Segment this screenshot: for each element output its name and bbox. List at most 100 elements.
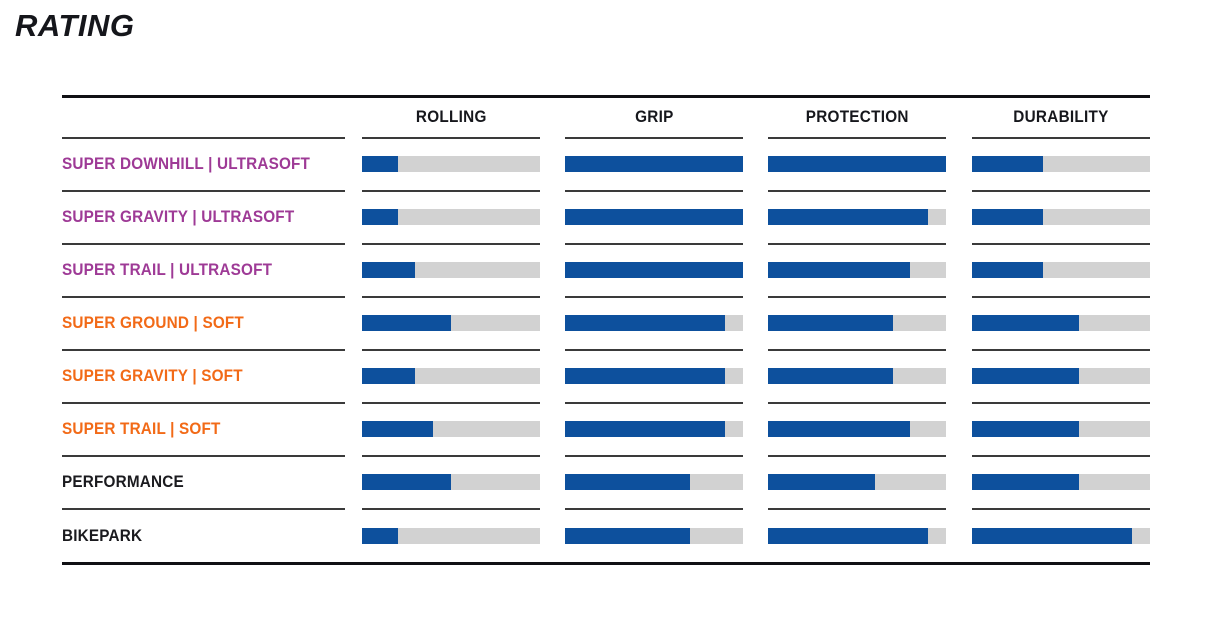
rating-bar-cell [362,243,540,298]
column-gap [946,244,972,297]
column-gap [345,98,362,138]
column-gap [345,403,362,456]
rating-bar-cell [768,402,946,457]
rating-bar-cell [972,137,1150,192]
column-header-grip: GRIP [565,97,743,139]
rating-bar-fill [972,261,1044,278]
column-gap [345,456,362,509]
rating-bar-fill [972,473,1079,490]
table-row: SUPER GROUND | SOFT [62,296,1150,351]
header-empty-cell [62,97,345,139]
rating-bar-fill [768,314,893,331]
column-gap [540,509,565,562]
column-gap [946,403,972,456]
column-gap [946,456,972,509]
row-label: PERFORMANCE [62,471,184,491]
rating-bar-cell [565,137,743,192]
column-gap [345,191,362,244]
table-row: SUPER TRAIL | ULTRASOFT [62,243,1150,298]
table-row: PERFORMANCE [62,455,1150,510]
rating-bar-cell [565,402,743,457]
column-gap [345,509,362,562]
rating-bar-cell [972,296,1150,351]
page-title: RATING [15,8,135,43]
column-gap [946,297,972,350]
rating-bar-cell [768,296,946,351]
column-gap [540,297,565,350]
rating-bar-cell [972,190,1150,245]
rating-bar-protection [768,420,946,437]
rating-bar-cell [362,455,540,510]
rating-bar-rolling [362,527,540,544]
column-gap [946,191,972,244]
rating-bar-fill [972,155,1044,172]
rating-bar-durability [972,420,1150,437]
column-header-label: ROLLING [415,107,487,126]
rating-bar-fill [565,420,726,437]
rating-bar-cell [565,296,743,351]
row-label: SUPER GRAVITY | SOFT [62,365,243,385]
column-gap [345,138,362,191]
column-gap [743,297,768,350]
rating-bar-fill [972,367,1079,384]
rating-bar-fill [972,527,1133,544]
rating-bar-rolling [362,473,540,490]
rating-bar-cell [972,402,1150,457]
rating-bar-rolling [362,314,540,331]
rating-bar-durability [972,473,1150,490]
rating-bar-cell [768,455,946,510]
column-gap [540,456,565,509]
rating-bar-fill [972,208,1044,225]
column-header-label: DURABILITY [1013,107,1109,126]
column-header-label: PROTECTION [805,107,909,126]
rating-bar-rolling [362,420,540,437]
rating-bar-fill [768,420,911,437]
rating-bar-fill [565,208,743,225]
rating-bar-cell [565,243,743,298]
rating-bar-protection [768,261,946,278]
column-gap [743,98,768,138]
rating-bar-rolling [362,261,540,278]
column-header-label: GRIP [634,107,674,126]
table-row: SUPER TRAIL | SOFT [62,402,1150,457]
rating-bar-protection [768,367,946,384]
rating-bar-durability [972,261,1150,278]
rating-bar-durability [972,527,1150,544]
rating-bar-fill [362,208,398,225]
rating-bar-fill [362,261,416,278]
rating-bar-fill [362,473,451,490]
column-gap [345,244,362,297]
rating-bar-fill [768,473,875,490]
rating-bar-fill [362,420,434,437]
rating-bar-fill [565,367,726,384]
row-label-cell: SUPER DOWNHILL | ULTRASOFT [62,137,345,192]
rating-bar-fill [768,208,929,225]
column-gap [540,138,565,191]
column-gap [345,297,362,350]
column-header-rolling: ROLLING [362,97,540,139]
rating-bar-cell [362,509,540,562]
rating-bar-grip [565,473,743,490]
column-gap [946,509,972,562]
column-gap [946,350,972,403]
rating-bar-fill [565,527,690,544]
rating-bar-fill [565,155,743,172]
rating-bar-cell [768,137,946,192]
rating-bar-fill [362,367,416,384]
rating-bar-cell [972,243,1150,298]
row-label: SUPER TRAIL | ULTRASOFT [62,259,273,279]
column-gap [540,98,565,138]
rating-bar-grip [565,155,743,172]
rating-bar-fill [768,527,929,544]
rating-bar-cell [768,349,946,404]
rating-bar-fill [362,314,451,331]
rating-bar-protection [768,155,946,172]
row-label-cell: SUPER GROUND | SOFT [62,296,345,351]
rating-bar-grip [565,314,743,331]
rating-bar-cell [362,349,540,404]
column-header-durability: DURABILITY [972,97,1150,139]
rating-bar-grip [565,527,743,544]
column-gap [743,244,768,297]
column-gap [743,191,768,244]
rating-bar-fill [768,155,946,172]
